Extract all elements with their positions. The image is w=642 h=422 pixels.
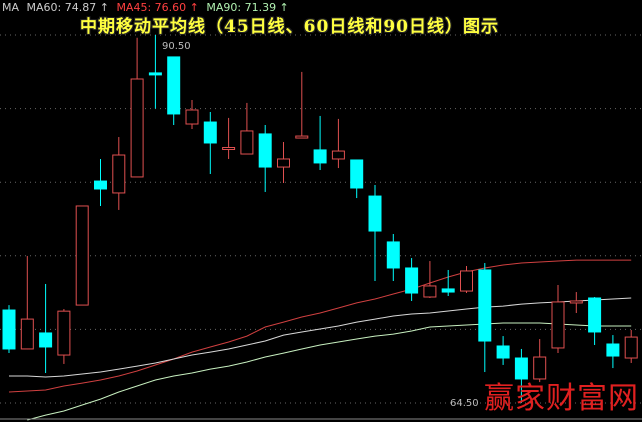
- candle-body-up: [331, 150, 345, 160]
- candle-body-down: [313, 149, 327, 164]
- candle-body-up: [57, 310, 71, 356]
- candle-body-down: [496, 345, 510, 359]
- candle-body-down: [2, 309, 16, 350]
- candle-body-up: [460, 270, 473, 292]
- candle-body-down: [441, 288, 455, 293]
- candle-body-down: [94, 180, 107, 190]
- candle-body-down: [148, 72, 162, 76]
- low-price-label: 64.50: [450, 398, 479, 409]
- candle-body-down: [514, 357, 528, 380]
- candle-body-up: [624, 336, 638, 359]
- candle-body-up: [551, 301, 565, 349]
- candle-body-down: [203, 121, 217, 144]
- candle-body-down: [478, 269, 492, 342]
- legend-ma90: MA90: 71.39 ↑: [206, 1, 289, 14]
- ma-legend: MA MA60: 74.87 ↑ MA45: 76.60 ↑ MA90: 71.…: [2, 1, 293, 14]
- candle-body-up: [130, 78, 144, 178]
- candle-body-down: [368, 195, 382, 232]
- candle-body-up: [112, 154, 126, 194]
- candle-body-up: [277, 158, 290, 168]
- candle-body-up: [222, 147, 236, 151]
- candle-body-up: [240, 130, 254, 155]
- candle-body-down: [350, 159, 364, 189]
- legend-ma-label: MA: [2, 1, 20, 14]
- candle-body-up: [423, 285, 437, 298]
- candle-body-down: [258, 133, 272, 168]
- candle-body-down: [606, 343, 620, 357]
- candle-body-up: [185, 109, 199, 125]
- candle-body-up: [295, 135, 309, 139]
- candle-body-down: [588, 297, 602, 333]
- ma-line-ma45: [8, 259, 632, 393]
- candle-body-up: [75, 205, 89, 306]
- ma-line-ma60: [9, 297, 632, 378]
- watermark: 赢家财富网: [484, 381, 639, 416]
- chart-title: 中期移动平均线（45日线、60日线和90日线）图示: [80, 17, 499, 37]
- candle-body-up: [533, 356, 547, 380]
- ma-line-ma90: [27, 322, 632, 421]
- candle-body-down: [386, 241, 400, 269]
- high-price-label: 90.50: [162, 41, 191, 52]
- candle-body-down: [405, 267, 419, 294]
- legend-ma45: MA45: 76.60 ↑: [116, 1, 199, 14]
- legend-ma60: MA60: 74.87 ↑: [26, 1, 109, 14]
- candle-body-up: [569, 300, 583, 304]
- candle-body-down: [39, 332, 53, 348]
- candle-body-up: [20, 318, 34, 350]
- candle-body-down: [167, 56, 181, 115]
